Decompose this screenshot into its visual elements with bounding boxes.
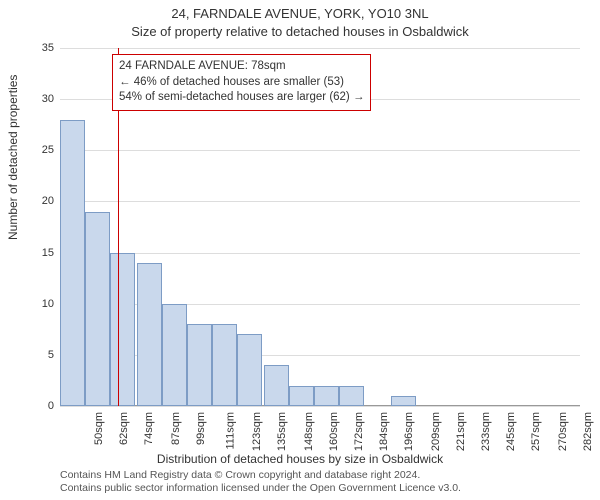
histogram-bar — [314, 386, 339, 406]
x-tick-label: 99sqm — [195, 412, 207, 445]
histogram-bar — [110, 253, 135, 406]
y-tick-label: 0 — [48, 400, 54, 412]
x-tick-label: 221sqm — [455, 412, 467, 451]
gridline — [60, 48, 580, 49]
histogram-bar — [391, 396, 416, 406]
gridline — [60, 201, 580, 202]
footer-line1: Contains HM Land Registry data © Crown c… — [60, 469, 461, 483]
x-tick-label: 209sqm — [430, 412, 442, 451]
x-tick-label: 233sqm — [480, 412, 492, 451]
annotation-line-2: ← 46% of detached houses are smaller (53… — [119, 75, 364, 91]
histogram-bar — [162, 304, 187, 406]
x-tick-label: 282sqm — [582, 412, 594, 451]
footer-attribution: Contains HM Land Registry data © Crown c… — [60, 469, 461, 496]
histogram-bar — [137, 263, 162, 406]
y-tick-label: 30 — [42, 93, 54, 105]
x-tick-label: 87sqm — [170, 412, 182, 445]
figure: 24, FARNDALE AVENUE, YORK, YO10 3NL Size… — [0, 0, 600, 500]
x-tick-label: 160sqm — [328, 412, 340, 451]
histogram-bar — [212, 324, 237, 406]
x-tick-label: 50sqm — [93, 412, 105, 445]
y-tick-label: 15 — [42, 247, 54, 259]
x-tick-label: 270sqm — [557, 412, 569, 451]
y-tick-label: 20 — [42, 195, 54, 207]
x-tick-label: 148sqm — [303, 412, 315, 451]
footer-line2: Contains public sector information licen… — [60, 482, 461, 496]
gridline — [60, 406, 580, 407]
y-tick-label: 35 — [42, 42, 54, 54]
x-tick-label: 245sqm — [505, 412, 517, 451]
y-tick-label: 10 — [42, 298, 54, 310]
x-tick-label: 135sqm — [276, 412, 288, 451]
annotation-box: 24 FARNDALE AVENUE: 78sqm← 46% of detach… — [112, 54, 371, 111]
x-tick-label: 111sqm — [224, 412, 236, 450]
x-tick-label: 62sqm — [118, 412, 130, 445]
histogram-bar — [60, 120, 85, 406]
y-tick-label: 25 — [42, 144, 54, 156]
x-tick-label: 184sqm — [378, 412, 390, 451]
x-tick-label: 74sqm — [143, 412, 155, 445]
x-tick-label: 196sqm — [403, 412, 415, 451]
y-tick-label: 5 — [48, 349, 54, 361]
histogram-bar — [289, 386, 314, 406]
histogram-bar — [85, 212, 110, 406]
annotation-line-1: 24 FARNDALE AVENUE: 78sqm — [119, 59, 364, 75]
x-tick-label: 172sqm — [353, 412, 365, 451]
chart-title-line1: 24, FARNDALE AVENUE, YORK, YO10 3NL — [0, 6, 600, 21]
gridline — [60, 150, 580, 151]
chart-title-line2: Size of property relative to detached ho… — [0, 24, 600, 39]
x-tick-label: 123sqm — [251, 412, 263, 451]
histogram-bar — [264, 365, 289, 406]
histogram-bar — [237, 334, 262, 406]
y-axis-label: Number of detached properties — [6, 75, 20, 240]
histogram-bar — [187, 324, 212, 406]
x-axis-label: Distribution of detached houses by size … — [0, 452, 600, 466]
gridline — [60, 253, 580, 254]
x-tick-label: 257sqm — [530, 412, 542, 451]
histogram-bar — [339, 386, 364, 406]
plot-area: 0510152025303550sqm62sqm74sqm87sqm99sqm1… — [60, 48, 580, 406]
annotation-line-3: 54% of semi-detached houses are larger (… — [119, 90, 364, 106]
